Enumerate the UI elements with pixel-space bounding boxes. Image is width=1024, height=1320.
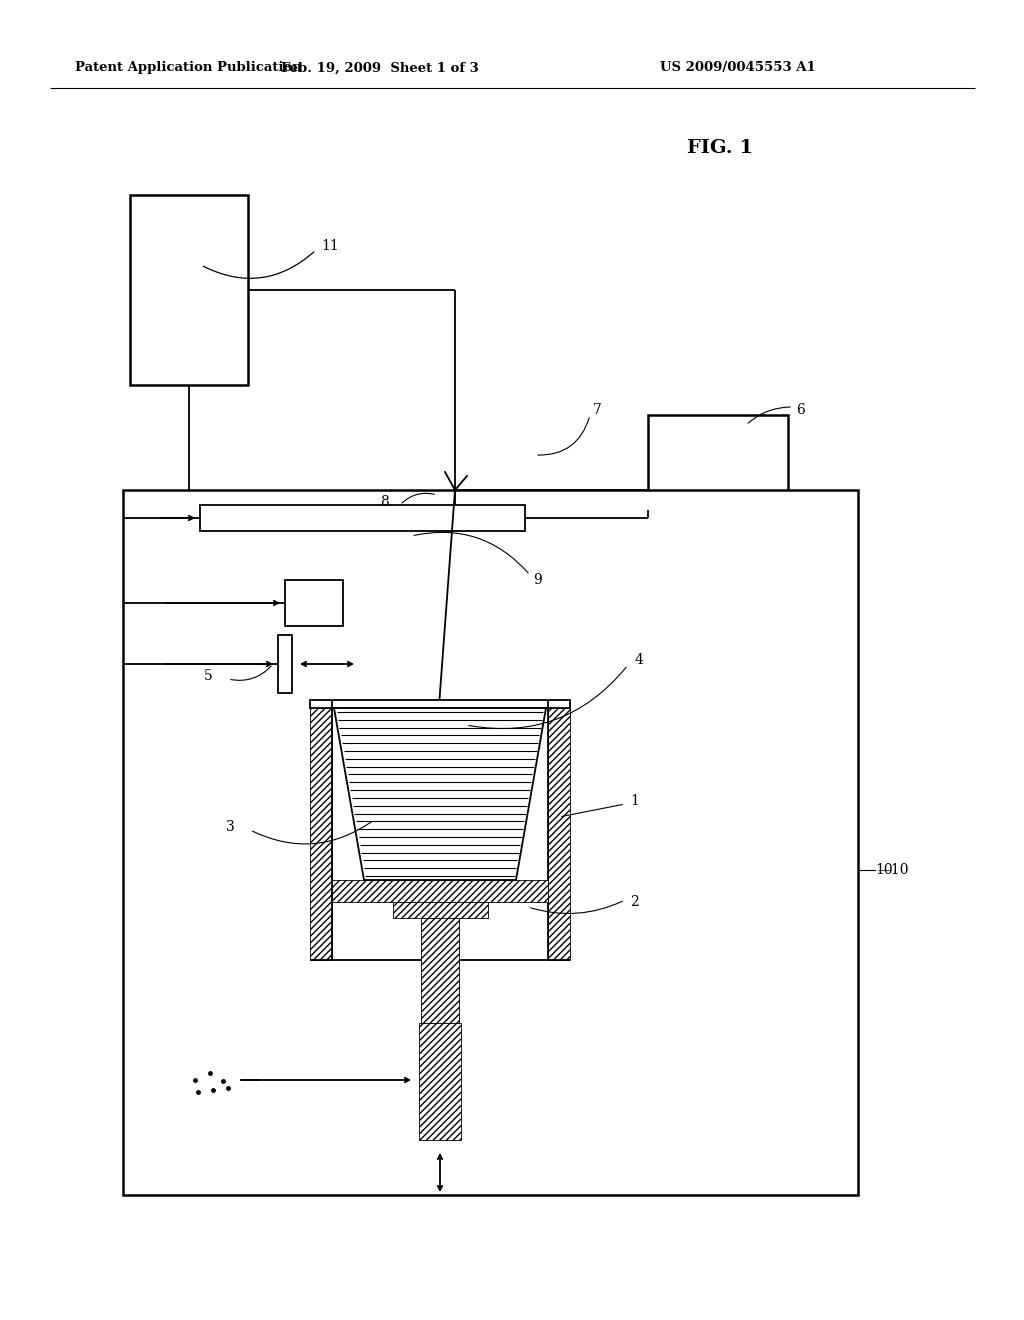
Text: 3: 3	[226, 821, 234, 834]
Bar	[393, 902, 488, 917]
Bar	[285, 579, 343, 626]
Text: 8: 8	[380, 495, 389, 510]
Bar	[421, 917, 459, 1023]
Text: 5: 5	[204, 669, 213, 682]
Text: US 2009/0045553 A1: US 2009/0045553 A1	[660, 62, 816, 74]
Text: 6: 6	[796, 403, 805, 417]
Bar	[310, 700, 570, 708]
Bar	[130, 195, 248, 385]
Text: 7: 7	[593, 403, 602, 417]
Bar	[123, 490, 858, 1195]
Bar	[332, 880, 548, 902]
Text: —10: —10	[877, 863, 908, 876]
Text: FIG. 1: FIG. 1	[687, 139, 753, 157]
Text: 11: 11	[321, 239, 339, 253]
Text: Feb. 19, 2009  Sheet 1 of 3: Feb. 19, 2009 Sheet 1 of 3	[282, 62, 479, 74]
Text: Patent Application Publication: Patent Application Publication	[75, 62, 302, 74]
Text: 9: 9	[534, 573, 542, 587]
Bar	[419, 1023, 461, 1140]
Text: 10: 10	[874, 863, 893, 876]
Polygon shape	[334, 708, 546, 880]
Text: —: —	[862, 863, 876, 876]
Text: 2: 2	[630, 895, 639, 909]
Bar	[310, 700, 332, 960]
Bar	[648, 414, 788, 510]
Bar	[278, 635, 292, 693]
Text: 1: 1	[630, 795, 639, 808]
Text: 4: 4	[635, 653, 644, 667]
Bar	[200, 506, 525, 531]
Bar	[548, 700, 570, 960]
